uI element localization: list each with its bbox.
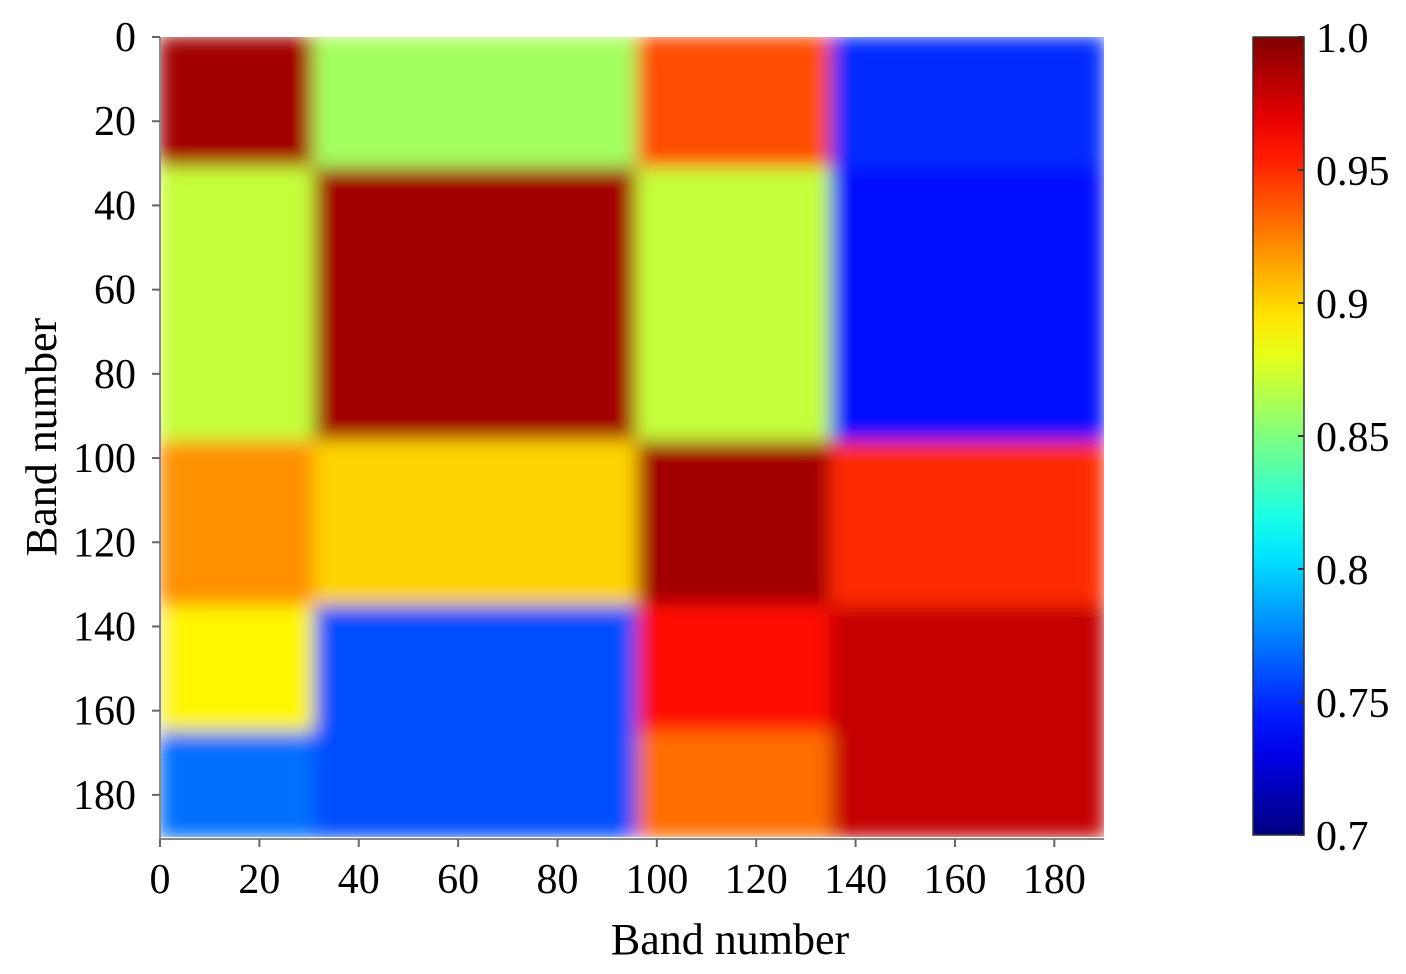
heatmap-cell: [830, 167, 1104, 442]
heatmap-cell: [160, 605, 315, 732]
colorbar-tick-label: 0.85: [1316, 415, 1390, 461]
heatmap-cell: [635, 440, 832, 607]
heatmap-blocks: [160, 37, 1104, 837]
y-tick-label: 100: [73, 436, 136, 482]
heatmap-cell: [160, 167, 315, 442]
y-tick-label: 140: [73, 604, 136, 650]
heatmap-cell: [314, 37, 637, 168]
y-tick-label: 160: [73, 689, 136, 735]
colorbar-tick-label: 0.95: [1316, 149, 1390, 195]
colorbar-tick-label: 0.75: [1316, 681, 1390, 727]
x-axis-label: Band number: [611, 915, 850, 964]
y-tick-label: 120: [73, 520, 136, 566]
heatmap-cell: [160, 441, 315, 606]
heatmap-cell: [314, 441, 637, 606]
heatmap-cell: [314, 605, 637, 837]
heatmap-cell: [160, 37, 316, 169]
heatmap-cell: [830, 37, 1104, 168]
heatmap-cell: [829, 604, 1104, 837]
y-tick-label: 80: [94, 352, 136, 398]
axes: 0 20 40 60 80 100 120 140 160 180 0 20 40 60 80 100 120 1…: [73, 15, 1104, 903]
x-tick-label: 80: [536, 857, 578, 903]
colorbar-tick-label: 1.0: [1316, 16, 1369, 62]
y-axis-label: Band number: [17, 318, 66, 557]
colorbar-tick-label: 0.7: [1316, 814, 1369, 860]
x-tick-label: 160: [923, 857, 986, 903]
y-tick-label: 180: [73, 773, 136, 819]
heatmap-cell: [636, 167, 831, 442]
x-tick-label: 100: [625, 857, 688, 903]
x-tick-label: 120: [725, 857, 788, 903]
y-tick-label: 60: [94, 268, 136, 314]
heatmap-cell: [636, 37, 831, 168]
heatmap-cell: [636, 731, 831, 837]
x-tick-label: 0: [150, 857, 171, 903]
y-tick-label: 0: [115, 15, 136, 61]
y-tick-label: 20: [94, 99, 136, 145]
x-tick-label: 140: [824, 857, 887, 903]
heatmap-cell: [830, 441, 1104, 606]
heatmap-cell: [313, 166, 638, 443]
x-tick-label: 40: [338, 857, 380, 903]
colorbar: 0.7 0.75 0.8 0.85 0.9 0.95 1.0: [1252, 16, 1390, 860]
x-tick-label: 20: [238, 857, 280, 903]
y-tick-label: 40: [94, 183, 136, 229]
heatmap-cell: [160, 731, 315, 837]
x-tick-label: 180: [1023, 857, 1086, 903]
heatmap-cells: [160, 37, 1104, 837]
colorbar-tick-label: 0.9: [1316, 282, 1369, 328]
x-tick-label: 60: [437, 857, 479, 903]
colorbar-gradient: [1252, 36, 1305, 836]
colorbar-tick-label: 0.8: [1316, 548, 1369, 594]
